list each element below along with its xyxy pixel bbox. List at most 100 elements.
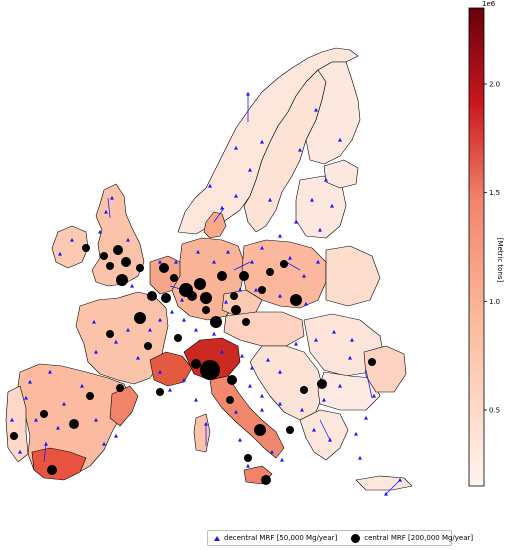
decentral-mrf-marker (114, 433, 118, 438)
decentral-mrf-marker (62, 401, 66, 406)
central-mrf-marker (290, 294, 302, 306)
central-mrf-marker (200, 360, 220, 380)
region-ireland (51, 225, 89, 269)
decentral-mrf-marker (294, 219, 298, 224)
decentral-mrf-marker (92, 319, 96, 324)
colorbar-gradient (468, 7, 485, 487)
decentral-mrf-marker (102, 441, 106, 446)
decentral-mrf-marker (196, 249, 200, 254)
decentral-mrf-marker (266, 357, 270, 362)
decentral-mrf-marker (384, 491, 388, 496)
decentral-mrf-marker (318, 227, 322, 232)
decentral-mrf-marker (300, 407, 304, 412)
central-mrf-marker (200, 292, 212, 304)
decentral-mrf-marker (158, 317, 162, 322)
decentral-mrf-marker (260, 139, 264, 144)
legend: decentral MRF [50,000 Mg/year] central M… (207, 530, 473, 546)
region-austria-hungary (223, 311, 305, 347)
decentral-mrf-marker (18, 449, 22, 454)
decentral-mrf-marker (322, 397, 326, 402)
colorbar: 0.5 1.0 1.5 2.0 1e6 [Metric tons] (468, 0, 504, 487)
decentral-mrf-marker (104, 209, 108, 214)
decentral-mrf-marker (194, 397, 198, 402)
decentral-mrf-marker (182, 317, 186, 322)
blue-triangle-icon (214, 535, 220, 541)
region-denmark (203, 211, 227, 239)
central-mrf-marker (217, 271, 227, 281)
decentral-mrf-marker (278, 401, 282, 406)
central-mrf-marker (10, 432, 18, 440)
central-mrf-marker (226, 396, 234, 404)
decentral-mrf-marker (130, 283, 134, 288)
decentral-mrf-marker (126, 237, 130, 242)
central-mrf-marker (227, 375, 237, 385)
central-mrf-marker (113, 245, 123, 255)
decentral-mrf-marker (10, 417, 14, 422)
decentral-mrf-marker (328, 437, 332, 442)
decentral-mrf-marker (260, 393, 264, 398)
decentral-mrf-marker (28, 379, 32, 384)
decentral-mrf-marker (34, 417, 38, 422)
decentral-mrf-marker (44, 441, 48, 446)
decentral-mrf-marker (220, 205, 224, 210)
legend-label-central: central MRF [200,000 Mg/year] (364, 534, 474, 542)
central-mrf-marker (280, 260, 288, 268)
mrf-markers (10, 91, 402, 496)
decentral-mrf-marker (58, 251, 62, 256)
decentral-mrf-marker (332, 329, 336, 334)
decentral-mrf-marker (246, 91, 250, 96)
decentral-mrf-marker (246, 463, 250, 468)
central-mrf-marker (161, 293, 171, 303)
decentral-mrf-marker (338, 383, 342, 388)
colorbar-exponent: 1e6 (482, 0, 496, 8)
colorbar-tick-label: 1.0 (489, 298, 500, 306)
decentral-mrf-marker (314, 107, 318, 112)
decentral-mrf-marker (234, 145, 238, 150)
central-mrf-marker (136, 264, 144, 272)
central-mrf-marker (69, 419, 79, 429)
central-mrf-marker (231, 305, 241, 315)
decentral-mrf-marker (180, 297, 184, 302)
region-bulgaria (317, 371, 381, 411)
region-finland (305, 61, 361, 165)
decentral-mrf-marker (348, 355, 352, 360)
decentral-mrf-marker (234, 409, 238, 414)
central-mrf-marker (261, 475, 271, 485)
colorbar-tick-label: 2.0 (489, 81, 500, 89)
central-mrf-marker (300, 386, 308, 394)
legend-item-central: central MRF [200,000 Mg/year] (343, 533, 474, 543)
decentral-mrf-marker (354, 431, 358, 436)
central-mrf-marker (147, 291, 157, 301)
decentral-mrf-marker (364, 415, 368, 420)
decentral-mrf-marker (158, 259, 162, 264)
region-crete (355, 475, 413, 491)
black-circle-icon (351, 533, 361, 543)
decentral-mrf-marker (294, 341, 298, 346)
central-mrf-marker (194, 278, 206, 290)
decentral-mrf-marker (248, 167, 252, 172)
decentral-mrf-marker (270, 449, 274, 454)
central-mrf-marker (174, 334, 182, 342)
central-mrf-marker (242, 318, 250, 326)
decentral-mrf-marker (226, 249, 230, 254)
decentral-mrf-marker (398, 477, 402, 482)
central-mrf-marker (106, 262, 114, 270)
region-estonia (323, 159, 359, 189)
region-north-italy (183, 337, 241, 381)
central-mrf-marker (121, 257, 131, 267)
decentral-mrf-marker (170, 309, 174, 314)
central-mrf-marker (156, 388, 164, 396)
region-balkans (249, 345, 325, 421)
decentral-mrf-marker (56, 425, 60, 430)
region-eastern-poland (325, 245, 381, 307)
region-portugal (5, 385, 29, 463)
decentral-mrf-marker (240, 353, 244, 358)
decentral-mrf-marker (94, 417, 98, 422)
central-mrf-marker (202, 306, 210, 314)
decentral-mrf-marker (204, 421, 208, 426)
decentral-mrf-marker (24, 395, 28, 400)
central-mrf-marker (116, 384, 124, 392)
region-catalonia (109, 385, 139, 427)
decentral-mrf-marker (316, 259, 320, 264)
central-mrf-marker (230, 292, 238, 300)
